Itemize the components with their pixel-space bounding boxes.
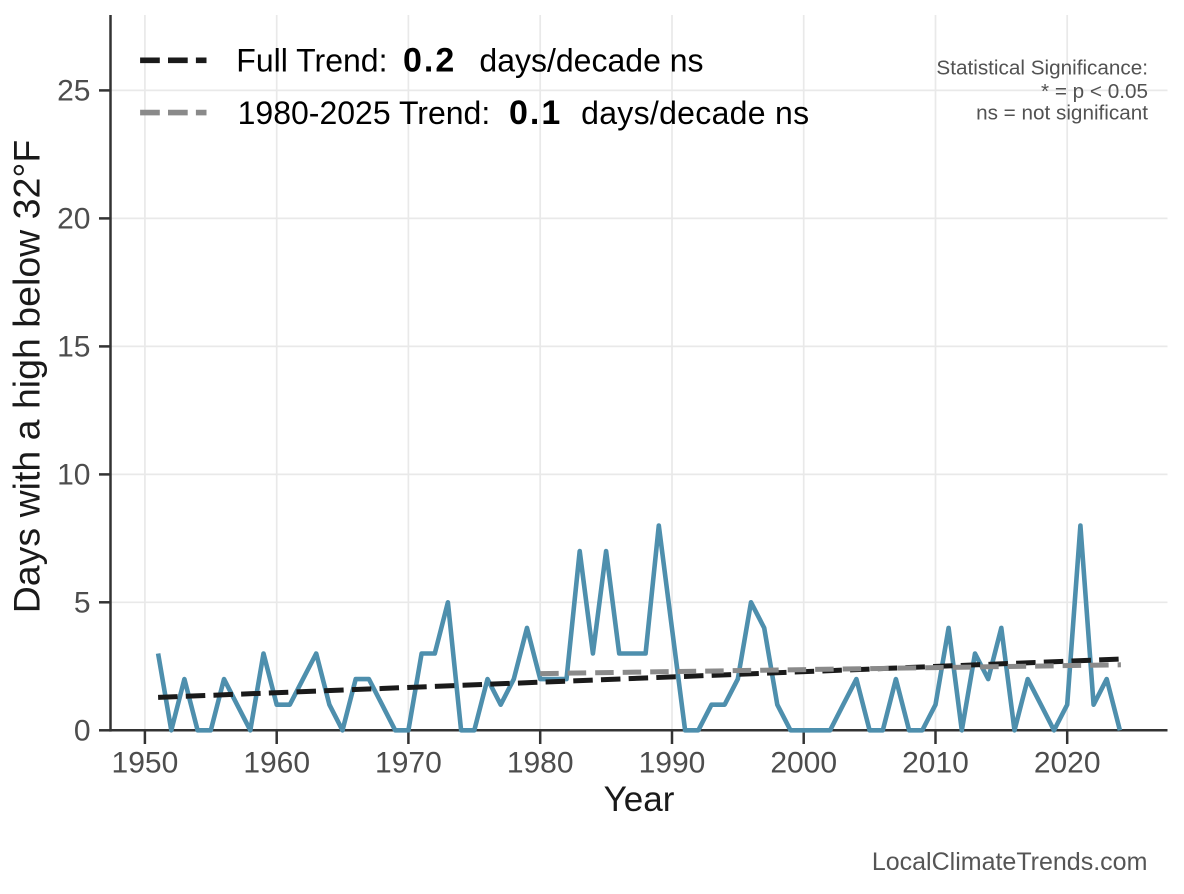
svg-text:0.2: 0.2 [403, 42, 456, 80]
svg-text:1980: 1980 [507, 747, 574, 780]
svg-text:25: 25 [57, 75, 90, 108]
svg-text:0.1: 0.1 [509, 94, 562, 132]
svg-text:0: 0 [74, 715, 91, 748]
svg-text:10: 10 [57, 459, 90, 492]
svg-text:LocalClimateTrends.com: LocalClimateTrends.com [872, 848, 1148, 876]
svg-text:20: 20 [57, 203, 90, 236]
svg-text:2000: 2000 [770, 747, 837, 780]
svg-text:ns = not significant: ns = not significant [976, 102, 1148, 125]
svg-text:days/decade ns: days/decade ns [479, 43, 703, 79]
svg-text:Days with a high below 32°F: Days with a high below 32°F [6, 140, 48, 614]
svg-text:15: 15 [57, 331, 90, 364]
svg-text:1980-2025 Trend:: 1980-2025 Trend: [238, 95, 491, 131]
svg-text:1990: 1990 [639, 747, 706, 780]
svg-text:5: 5 [74, 587, 91, 620]
svg-text:Statistical Significance:: Statistical Significance: [936, 57, 1148, 80]
svg-text:1950: 1950 [112, 747, 179, 780]
svg-text:Year: Year [604, 780, 675, 819]
svg-text:* = p < 0.05: * = p < 0.05 [1041, 80, 1148, 103]
svg-text:Full Trend:: Full Trend: [236, 43, 387, 79]
svg-text:1970: 1970 [375, 747, 442, 780]
svg-text:days/decade ns: days/decade ns [581, 95, 809, 131]
svg-text:1960: 1960 [243, 747, 310, 780]
svg-text:2020: 2020 [1034, 747, 1101, 780]
svg-text:2010: 2010 [902, 747, 969, 780]
